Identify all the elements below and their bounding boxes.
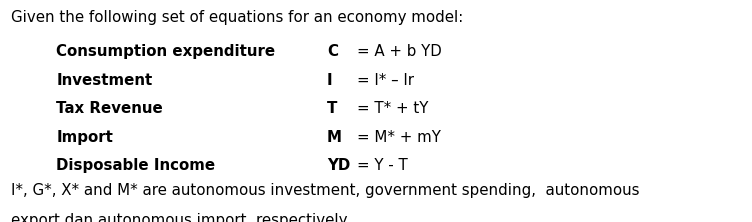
Text: I: I — [327, 73, 332, 88]
Text: Consumption expenditure: Consumption expenditure — [56, 44, 275, 59]
Text: M: M — [327, 130, 342, 145]
Text: = I* – Ir: = I* – Ir — [357, 73, 414, 88]
Text: Investment: Investment — [56, 73, 153, 88]
Text: I*, G*, X* and M* are autonomous investment, government spending,  autonomous: I*, G*, X* and M* are autonomous investm… — [11, 183, 639, 198]
Text: T: T — [327, 101, 338, 116]
Text: = M* + mY: = M* + mY — [357, 130, 441, 145]
Text: = A + b YD: = A + b YD — [357, 44, 442, 59]
Text: Disposable Income: Disposable Income — [56, 158, 216, 173]
Text: Import: Import — [56, 130, 114, 145]
Text: = T* + tY: = T* + tY — [357, 101, 429, 116]
Text: YD: YD — [327, 158, 350, 173]
Text: = Y - T: = Y - T — [357, 158, 408, 173]
Text: C: C — [327, 44, 338, 59]
Text: Tax Revenue: Tax Revenue — [56, 101, 163, 116]
Text: export dan autonomous import, respectively.: export dan autonomous import, respective… — [11, 213, 350, 222]
Text: Given the following set of equations for an economy model:: Given the following set of equations for… — [11, 10, 462, 25]
